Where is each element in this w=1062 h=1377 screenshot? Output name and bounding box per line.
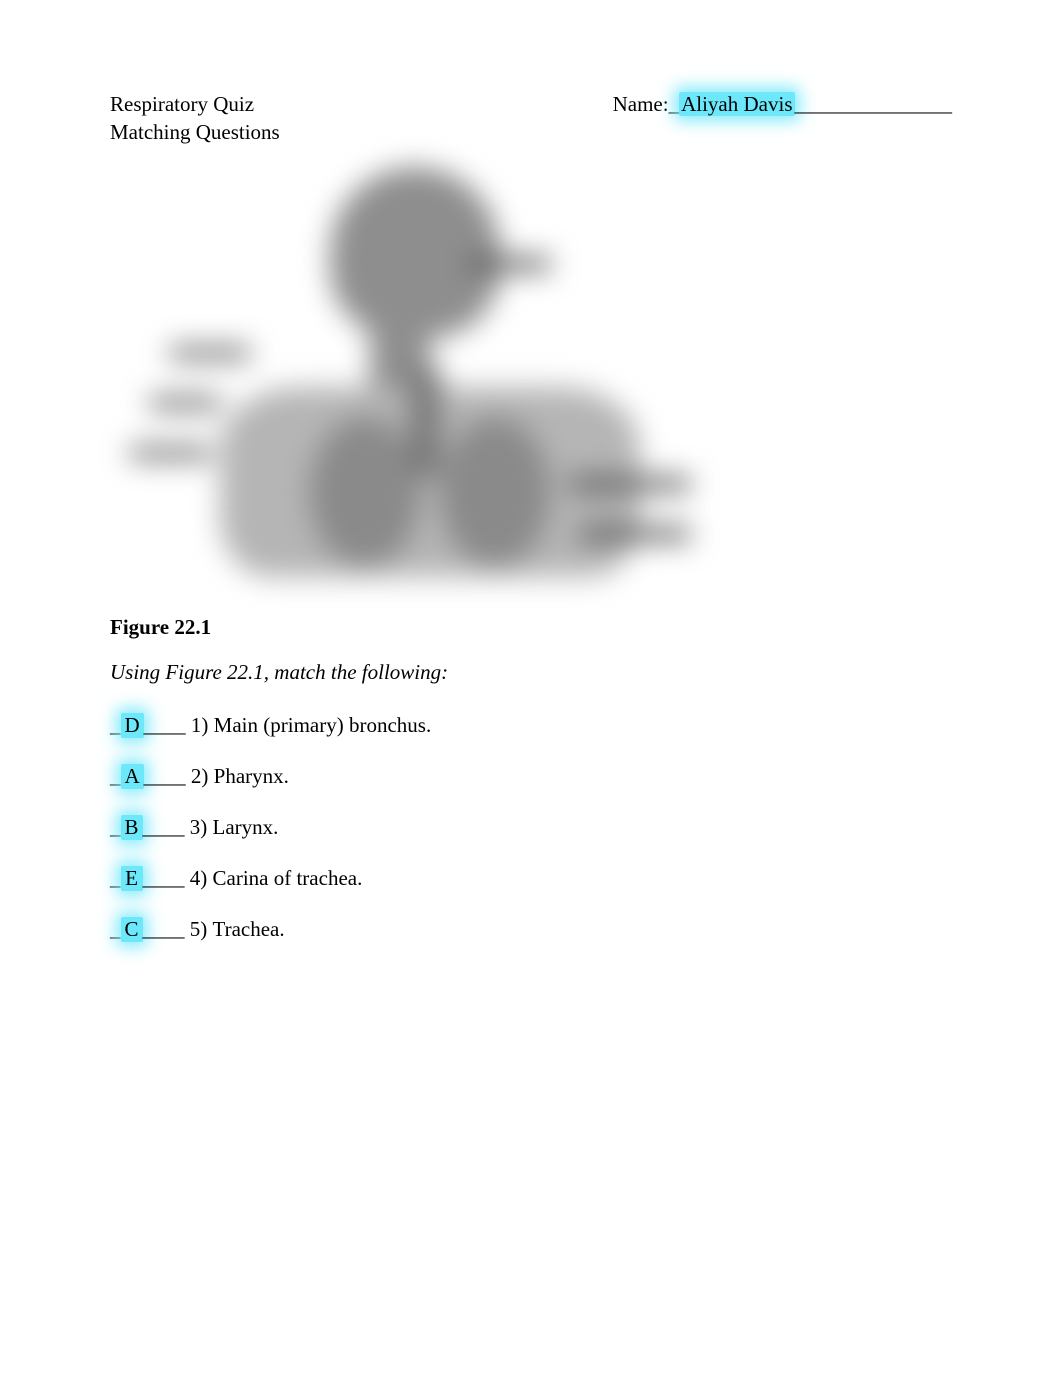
question-text: Main (primary) bronchus. <box>214 713 432 738</box>
header-left: Respiratory Quiz Matching Questions <box>110 90 280 147</box>
question-number: 4) <box>190 866 208 891</box>
question-number: 2) <box>191 764 209 789</box>
question-row: _D____ 1) Main (primary) bronchus. <box>110 713 952 738</box>
answer-blank: ____ <box>143 815 185 840</box>
header-row: Respiratory Quiz Matching Questions Name… <box>110 90 952 147</box>
answer-blank: ____ <box>143 917 185 942</box>
page-root: Respiratory Quiz Matching Questions Name… <box>0 0 1062 942</box>
answer-prefix: _ <box>110 917 121 942</box>
answer-prefix: _ <box>110 815 121 840</box>
question-text: Trachea. <box>213 917 285 942</box>
question-number: 3) <box>190 815 208 840</box>
figure-instruction: Using Figure 22.1, match the following: <box>110 660 952 685</box>
quiz-subtitle: Matching Questions <box>110 118 280 146</box>
figure-diagram <box>110 157 750 597</box>
question-number: 5) <box>190 917 208 942</box>
question-row: _A____ 2) Pharynx. <box>110 764 952 789</box>
question-row: _B____ 3) Larynx. <box>110 815 952 840</box>
answer-blank: ____ <box>143 866 185 891</box>
answer-letter: E <box>121 866 143 891</box>
student-name: Aliyah Davis <box>679 92 794 116</box>
name-label: Name:_ <box>613 92 679 116</box>
question-number: 1) <box>191 713 209 738</box>
question-text: Pharynx. <box>214 764 289 789</box>
questions-list: _D____ 1) Main (primary) bronchus. _A___… <box>110 713 952 942</box>
name-blank-line: _______________ <box>795 92 953 116</box>
answer-letter: A <box>121 764 144 789</box>
question-row: _C____ 5) Trachea. <box>110 917 952 942</box>
answer-letter: C <box>121 917 143 942</box>
question-row: _E____ 4) Carina of trachea. <box>110 866 952 891</box>
answer-letter: D <box>121 713 144 738</box>
header-right: Name:_Aliyah Davis_______________ <box>613 90 952 147</box>
answer-prefix: _ <box>110 713 121 738</box>
answer-prefix: _ <box>110 866 121 891</box>
answer-letter: B <box>121 815 143 840</box>
answer-blank: ____ <box>144 713 186 738</box>
question-text: Carina of trachea. <box>213 866 363 891</box>
figure-label: Figure 22.1 <box>110 615 952 640</box>
answer-prefix: _ <box>110 764 121 789</box>
quiz-title: Respiratory Quiz <box>110 90 280 118</box>
answer-blank: ____ <box>144 764 186 789</box>
question-text: Larynx. <box>213 815 279 840</box>
